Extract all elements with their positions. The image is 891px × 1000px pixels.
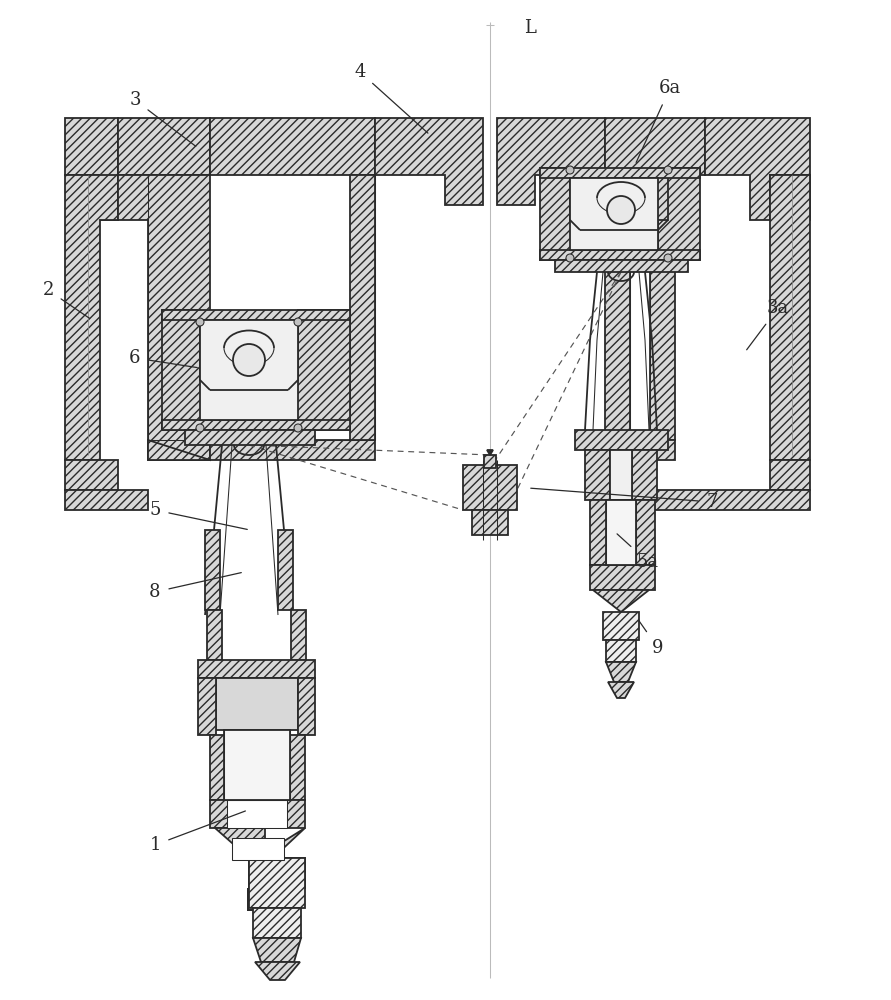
Polygon shape: [650, 490, 810, 510]
Polygon shape: [487, 450, 493, 455]
Polygon shape: [248, 888, 268, 910]
Circle shape: [196, 318, 204, 326]
Bar: [224, 730, 290, 800]
Circle shape: [664, 254, 672, 262]
Circle shape: [196, 424, 204, 432]
Polygon shape: [658, 168, 700, 260]
Polygon shape: [497, 118, 605, 205]
Polygon shape: [605, 440, 675, 460]
Bar: [606, 500, 636, 565]
Polygon shape: [290, 310, 350, 430]
Polygon shape: [118, 118, 210, 175]
Polygon shape: [350, 175, 375, 440]
Polygon shape: [555, 260, 688, 272]
Circle shape: [566, 166, 574, 174]
Polygon shape: [210, 800, 305, 828]
Circle shape: [566, 254, 574, 262]
Polygon shape: [291, 610, 306, 660]
Polygon shape: [540, 168, 700, 178]
Bar: [570, 178, 658, 250]
Text: 3a: 3a: [747, 299, 789, 350]
Polygon shape: [148, 440, 375, 460]
Circle shape: [233, 344, 265, 376]
Polygon shape: [278, 530, 293, 610]
Polygon shape: [585, 450, 610, 500]
Polygon shape: [198, 678, 216, 735]
Polygon shape: [65, 175, 118, 460]
Polygon shape: [249, 858, 266, 888]
Polygon shape: [210, 735, 305, 800]
Polygon shape: [590, 500, 655, 565]
Polygon shape: [593, 590, 649, 612]
Text: L: L: [524, 19, 536, 37]
Text: 3: 3: [129, 91, 196, 146]
Polygon shape: [298, 678, 315, 735]
Polygon shape: [484, 455, 496, 468]
Bar: [227, 800, 287, 828]
Polygon shape: [770, 175, 810, 220]
Text: 5: 5: [150, 501, 248, 529]
Polygon shape: [198, 660, 315, 678]
Polygon shape: [705, 118, 810, 220]
Polygon shape: [216, 678, 298, 730]
Text: 6: 6: [129, 349, 197, 368]
Polygon shape: [215, 828, 265, 858]
Polygon shape: [472, 510, 508, 535]
Polygon shape: [162, 420, 350, 430]
Polygon shape: [606, 662, 636, 682]
Polygon shape: [162, 310, 350, 320]
Polygon shape: [375, 118, 483, 205]
Text: 8: 8: [150, 573, 241, 601]
Text: 2: 2: [42, 281, 90, 318]
Polygon shape: [162, 310, 210, 430]
Text: 1: 1: [150, 811, 245, 854]
Polygon shape: [205, 530, 220, 610]
Polygon shape: [65, 460, 118, 490]
Bar: [606, 640, 636, 662]
Polygon shape: [605, 175, 630, 440]
Polygon shape: [590, 565, 655, 590]
Text: 9: 9: [639, 620, 664, 657]
Circle shape: [607, 196, 635, 224]
Circle shape: [294, 424, 302, 432]
Text: 6a: 6a: [636, 79, 681, 162]
Polygon shape: [207, 610, 222, 660]
Polygon shape: [540, 168, 580, 260]
Polygon shape: [257, 828, 305, 858]
Polygon shape: [65, 490, 148, 510]
Polygon shape: [255, 962, 300, 980]
Polygon shape: [463, 465, 517, 510]
Text: 4: 4: [355, 63, 428, 133]
Polygon shape: [632, 450, 657, 500]
Polygon shape: [608, 682, 634, 698]
Polygon shape: [540, 250, 700, 260]
Polygon shape: [65, 118, 118, 220]
Bar: [200, 320, 298, 420]
Polygon shape: [210, 118, 375, 175]
Bar: [249, 858, 305, 908]
Polygon shape: [253, 938, 301, 962]
Bar: [253, 908, 301, 938]
Bar: [603, 612, 639, 640]
Polygon shape: [185, 430, 315, 445]
Polygon shape: [770, 175, 810, 460]
Text: 7: 7: [531, 488, 717, 511]
Polygon shape: [575, 430, 668, 450]
Text: 5a: 5a: [617, 534, 659, 571]
Circle shape: [294, 318, 302, 326]
Bar: [610, 450, 632, 500]
Polygon shape: [118, 175, 210, 460]
Polygon shape: [605, 118, 705, 440]
Circle shape: [664, 166, 672, 174]
Polygon shape: [770, 460, 810, 490]
Bar: [232, 838, 284, 860]
